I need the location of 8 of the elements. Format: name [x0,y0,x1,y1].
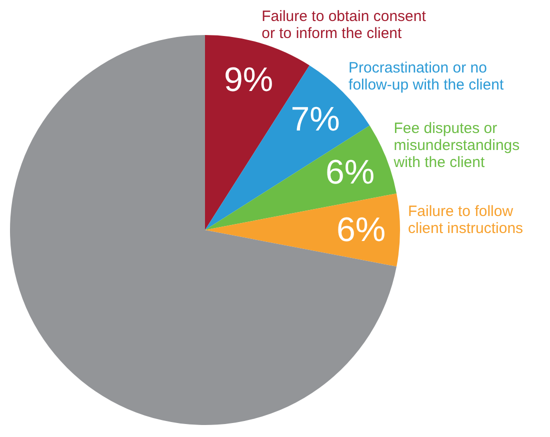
data-label: 9% [224,61,274,100]
slice-label: Failure to follow client instructions [408,203,524,237]
data-label: 6% [336,211,386,249]
slice-label: Fee disputes or misunderstandings with the client [392,120,524,171]
slice-label: Procrastination or no follow-up with the client [348,59,504,94]
slice-label: Failure to obtain consent or to inform the client [262,8,430,42]
data-label: 7% [290,100,340,139]
data-label: 6% [325,154,375,192]
